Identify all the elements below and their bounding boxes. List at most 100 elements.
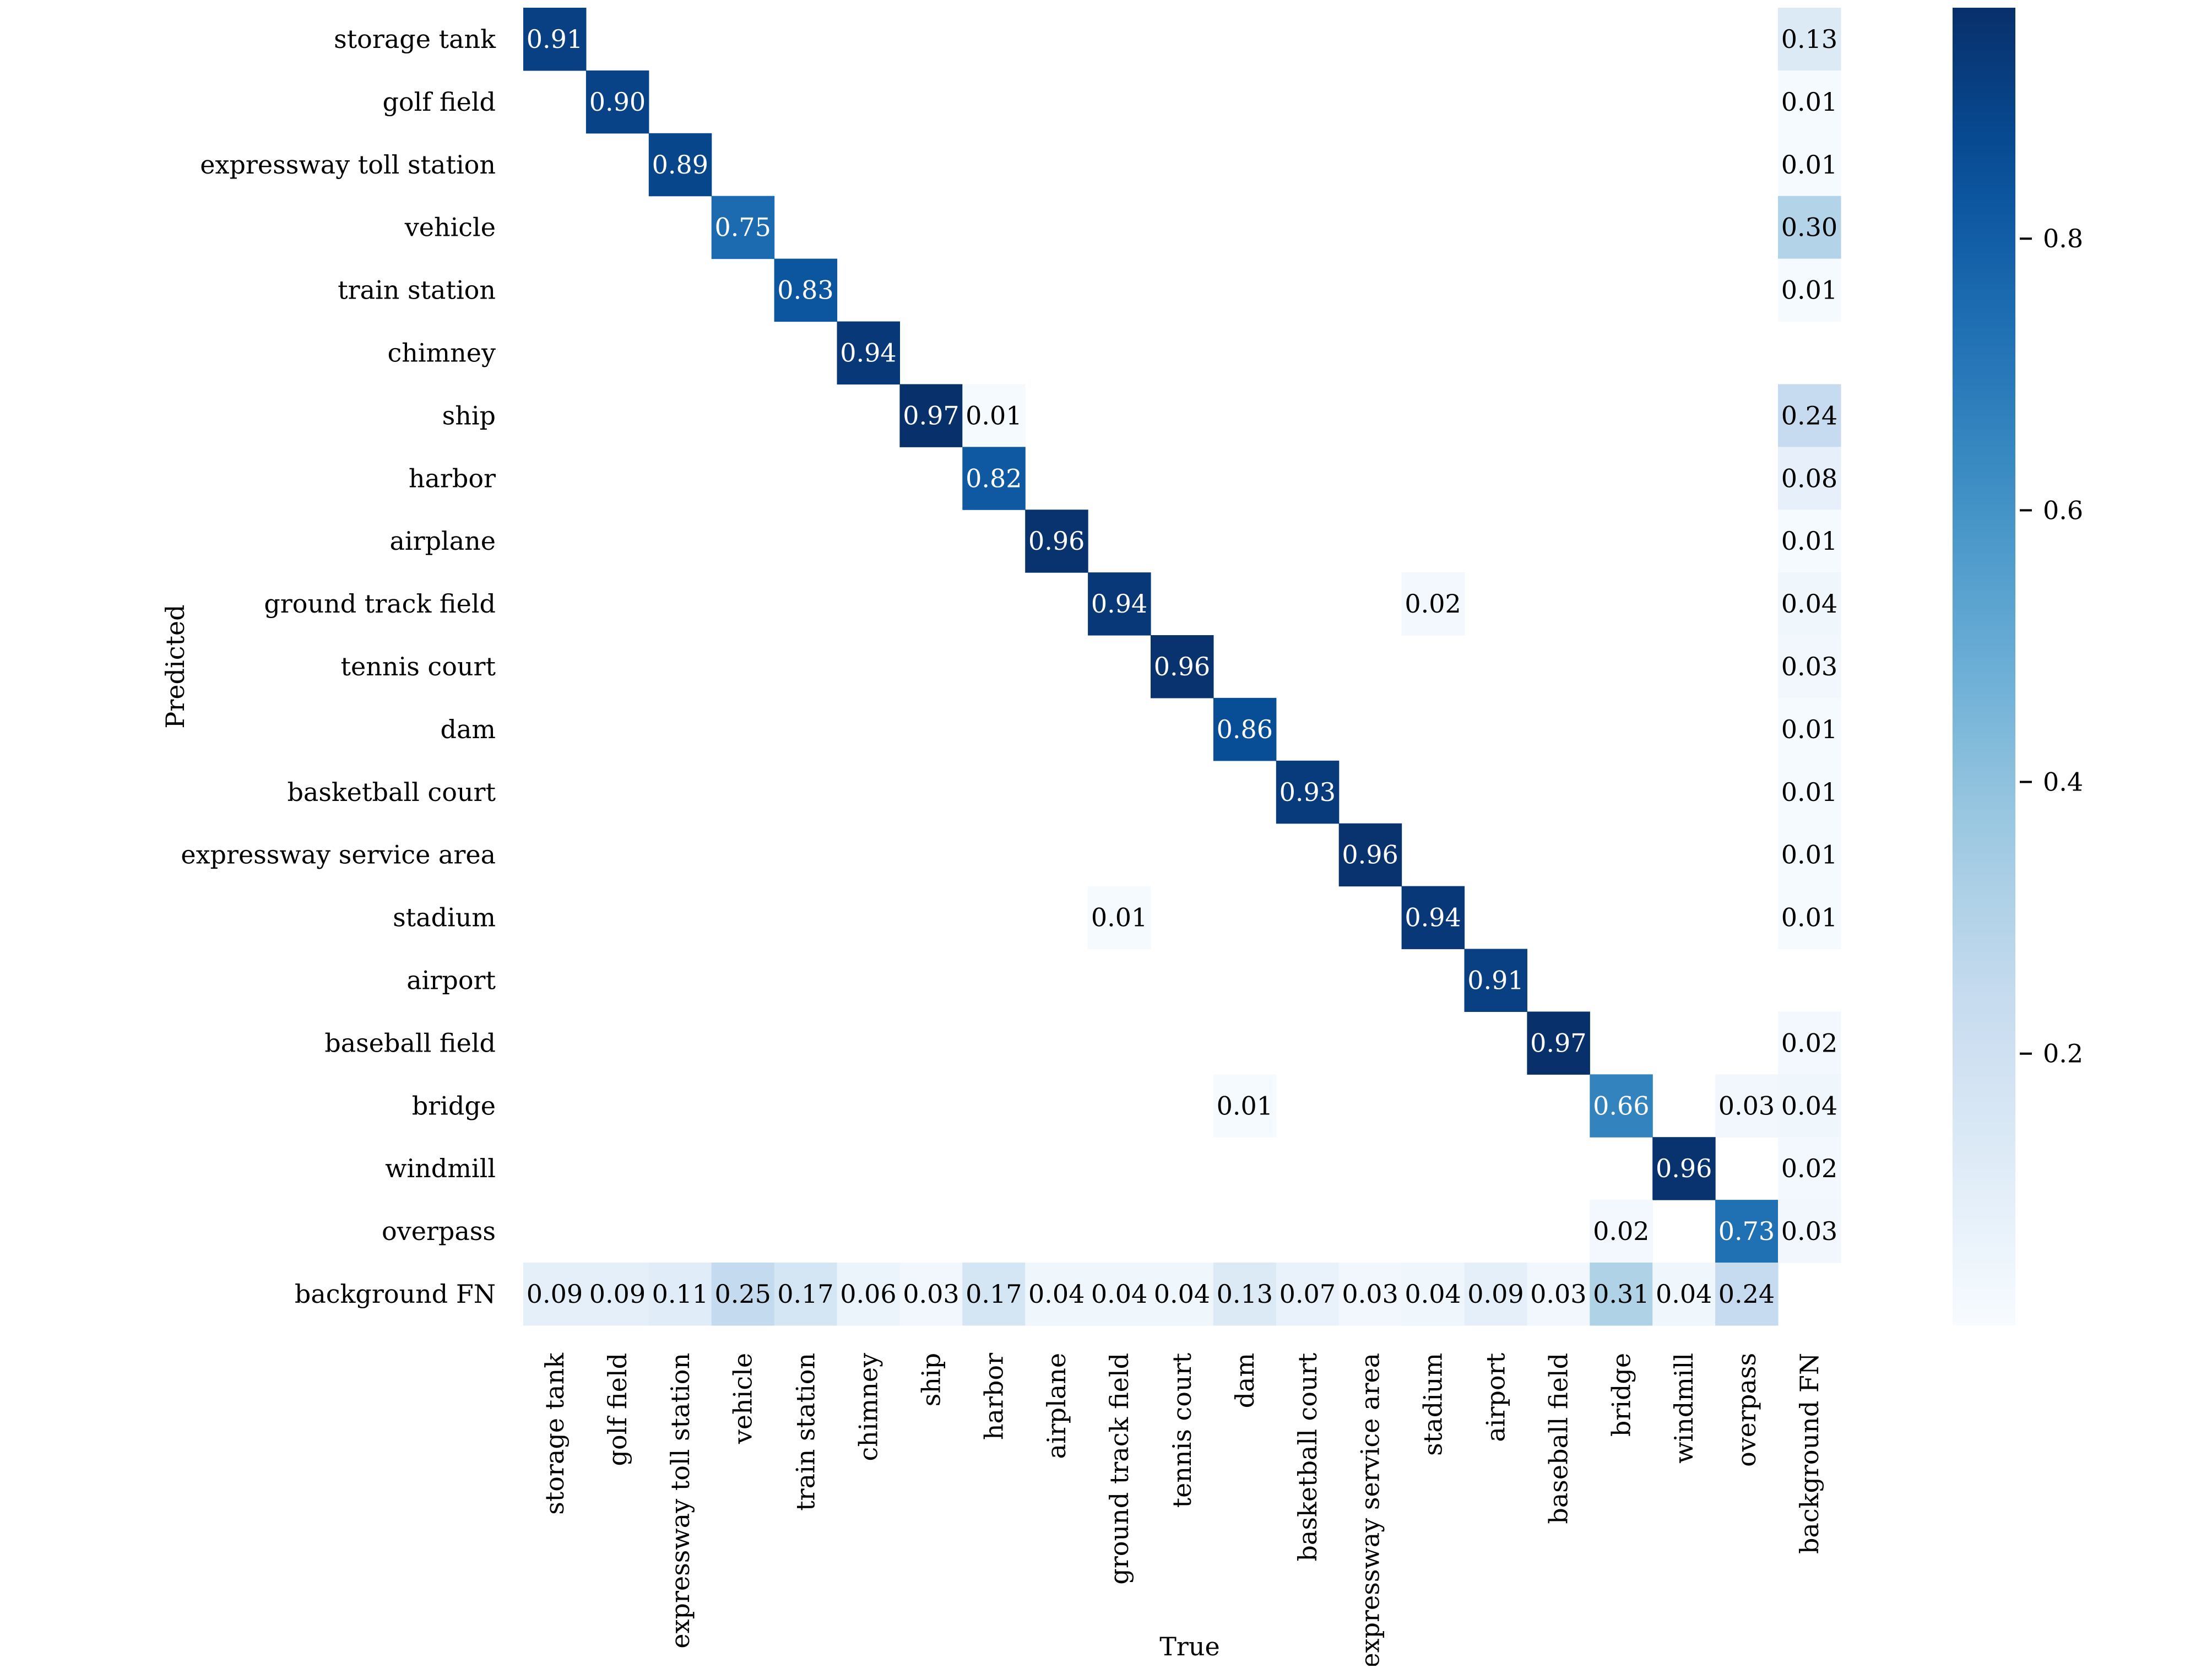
y-tick-label: airplane [389, 526, 496, 556]
heatmap-cell [1401, 572, 1465, 636]
x-tick-label: airport [1481, 1352, 1510, 1442]
y-tick-label: expressway service area [181, 840, 496, 870]
heatmap-cell-value: 0.24 [1718, 1279, 1775, 1309]
y-tick-label: bridge [412, 1091, 496, 1120]
y-tick-label: ship [442, 400, 496, 430]
y-tick-label: ground track field [264, 589, 496, 619]
heatmap-cell-value: 0.83 [777, 275, 833, 305]
heatmap-cell-value: 0.30 [1781, 213, 1837, 242]
heatmap-cell [1778, 447, 1841, 510]
heatmap-cell-value: 0.04 [1154, 1279, 1210, 1309]
heatmap-cell [1401, 886, 1465, 950]
heatmap-cell-value: 0.90 [589, 87, 646, 117]
heatmap-cell-value: 0.01 [1781, 903, 1837, 933]
heatmap-cell-value: 0.97 [1530, 1028, 1586, 1058]
y-tick-label: stadium [393, 903, 496, 933]
heatmap-cell [1778, 697, 1841, 761]
heatmap-cell [899, 1263, 963, 1326]
x-tick-label: tennis court [1167, 1352, 1197, 1508]
heatmap-cell [899, 384, 963, 447]
heatmap-cell [1338, 1263, 1402, 1326]
heatmap-cell-value: 0.06 [840, 1279, 896, 1309]
heatmap-cell-value: 0.93 [1280, 777, 1336, 807]
heatmap-cell [1778, 258, 1841, 322]
heatmap-cell-value: 0.04 [1028, 1279, 1085, 1309]
heatmap-cell [585, 70, 649, 134]
heatmap-cell-value: 0.03 [1718, 1091, 1775, 1120]
heatmap-cell-value: 0.01 [1091, 903, 1147, 933]
x-tick-label: ship [916, 1353, 946, 1406]
y-tick-label: tennis court [341, 652, 496, 681]
heatmap-cell-value: 0.01 [1781, 150, 1837, 180]
heatmap-cell-value: 0.94 [1091, 589, 1147, 619]
x-tick-label: dam [1230, 1353, 1260, 1409]
x-tick-label: basketball court [1293, 1352, 1322, 1561]
heatmap-cell-value: 0.13 [1781, 24, 1837, 54]
heatmap-cell [1778, 823, 1841, 887]
heatmap-cell [962, 1263, 1026, 1326]
x-axis-label: True [1159, 1632, 1220, 1661]
heatmap-cell [523, 8, 587, 71]
heatmap-cell [837, 1263, 900, 1326]
heatmap-cell-value: 0.91 [1467, 966, 1524, 995]
heatmap-cell [1590, 1263, 1653, 1326]
heatmap-cell [711, 196, 775, 259]
heatmap-cell [1778, 572, 1841, 636]
heatmap-cell-value: 0.03 [1781, 1216, 1837, 1246]
heatmap-cell-value: 0.96 [1028, 526, 1085, 556]
colorbar-tick-label: 0.6 [2043, 495, 2083, 525]
heatmap-cell-value: 0.01 [966, 400, 1022, 430]
heatmap-cell [1151, 1263, 1214, 1326]
heatmap-cell-labels: 0.91 0.13 0.90 0.01 0.89 0.01 0.75 0.30 0.83 0.01… [527, 24, 1837, 1309]
heatmap-cell-value: 0.17 [777, 1279, 833, 1309]
x-tick-label: storage tank [540, 1352, 570, 1515]
heatmap-cell-value: 0.04 [1405, 1279, 1461, 1309]
y-tick-label: storage tank [334, 24, 496, 54]
y-tick-label: vehicle [404, 213, 496, 242]
heatmap-cell-value: 0.08 [1781, 463, 1837, 493]
x-tick-label: airplane [1042, 1353, 1071, 1459]
heatmap-cell-value: 0.07 [1280, 1279, 1336, 1309]
x-tick-label: background FN [1794, 1353, 1824, 1554]
heatmap-cell [774, 258, 838, 322]
y-tick-label: basketball court [287, 777, 496, 807]
heatmap-cell [1464, 949, 1527, 1012]
heatmap-cell [1276, 760, 1340, 824]
heatmap-cell [1464, 1263, 1527, 1326]
x-tick-label: baseball field [1543, 1353, 1573, 1524]
heatmap-cell-value: 0.02 [1781, 1153, 1837, 1183]
y-tick-label: train station [338, 275, 496, 305]
x-tick-label: train station [791, 1353, 821, 1511]
heatmap-cell [1778, 886, 1841, 950]
heatmap-cell [711, 1263, 775, 1326]
colorbar: 0.2 0.4 0.6 0.8 [1953, 8, 2083, 1325]
heatmap-cell [1778, 760, 1841, 824]
heatmap-cell-value: 0.94 [1405, 903, 1461, 933]
heatmap-cell-value: 0.04 [1091, 1279, 1147, 1309]
heatmap-cell [648, 133, 712, 197]
heatmap-cell [1151, 635, 1214, 698]
heatmap-cell-value: 0.17 [966, 1279, 1022, 1309]
heatmap-cell-value: 0.03 [1342, 1279, 1398, 1309]
heatmap-cell [1715, 1263, 1779, 1326]
heatmap-cell [523, 1263, 587, 1326]
heatmap-cell [1527, 1263, 1590, 1326]
heatmap-cell [1401, 1263, 1465, 1326]
heatmap-cell-value: 0.73 [1718, 1216, 1775, 1246]
heatmap-cell [1338, 823, 1402, 887]
heatmap-cell [648, 1263, 712, 1326]
heatmap-cell-value: 0.01 [1781, 275, 1837, 305]
colorbar-tick-label: 0.4 [2043, 767, 2083, 797]
y-tick-label: windmill [385, 1153, 496, 1183]
heatmap-cell [1778, 133, 1841, 197]
heatmap-cell-value: 0.31 [1593, 1279, 1649, 1309]
y-tick-labels: storage tank golf field expressway toll st… [181, 24, 496, 1309]
heatmap-cell [1652, 1263, 1716, 1326]
x-tick-label: expressway toll station [665, 1353, 695, 1649]
y-tick-label: harbor [409, 463, 496, 493]
x-tick-label: expressway service area [1356, 1353, 1385, 1666]
heatmap-cell [1778, 384, 1841, 447]
heatmap-cell-value: 0.82 [966, 463, 1022, 493]
colorbar-tick-label: 0.2 [2043, 1039, 2083, 1069]
